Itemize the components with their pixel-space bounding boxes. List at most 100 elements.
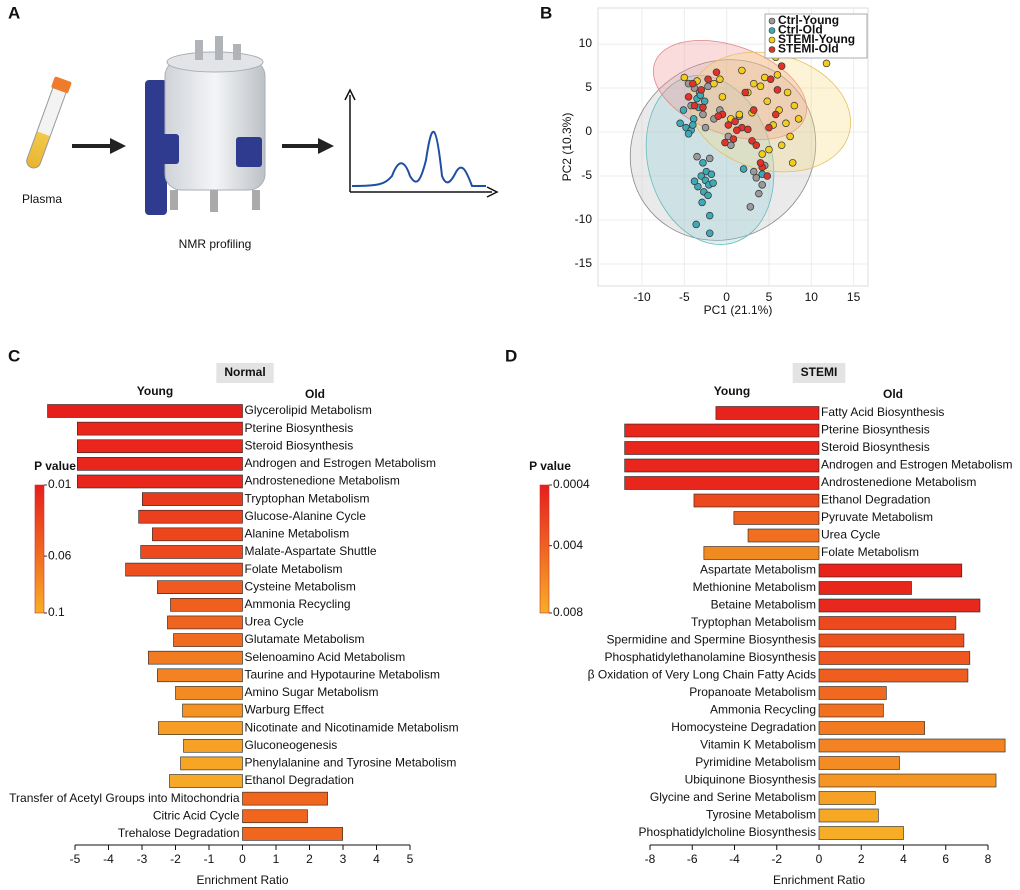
group-label: Young bbox=[137, 384, 173, 398]
bar-category-label: Pterine Biosynthesis bbox=[245, 421, 354, 435]
point bbox=[739, 165, 748, 173]
point bbox=[700, 97, 709, 106]
x-tick-label: 0 bbox=[816, 852, 823, 866]
bar-category-label: Androgen and Estrogen Metabolism bbox=[821, 458, 1012, 472]
bar-category-label: Amino Sugar Metabolism bbox=[245, 685, 379, 699]
arrow-head bbox=[110, 138, 126, 154]
bar-category-label: Folate Metabolism bbox=[821, 545, 919, 559]
point bbox=[701, 123, 710, 132]
bar bbox=[77, 439, 243, 454]
point bbox=[718, 93, 727, 101]
bar bbox=[183, 738, 243, 753]
point bbox=[738, 66, 746, 75]
panel-label: A bbox=[8, 3, 20, 22]
bar-category-label: Steroid Biosynthesis bbox=[245, 438, 354, 452]
legend-swatch bbox=[768, 46, 776, 53]
bar bbox=[818, 773, 997, 788]
point bbox=[721, 138, 729, 147]
bar bbox=[818, 563, 963, 578]
point bbox=[782, 119, 790, 127]
y-tick-label: -15 bbox=[575, 256, 593, 270]
bar bbox=[818, 738, 1006, 753]
bar bbox=[703, 546, 820, 560]
bar-category-label: Ammonia Recycling bbox=[245, 597, 351, 611]
point bbox=[692, 220, 700, 229]
point bbox=[680, 73, 689, 82]
x-tick-label: -10 bbox=[633, 290, 651, 304]
bar bbox=[818, 756, 900, 770]
bar bbox=[818, 703, 884, 718]
bar bbox=[818, 668, 969, 683]
colorbar-tick-label: 0.1 bbox=[48, 605, 65, 619]
method-label: NMR profiling bbox=[179, 237, 252, 251]
point bbox=[698, 198, 706, 207]
x-tick-label: -8 bbox=[645, 852, 656, 866]
point bbox=[773, 71, 782, 79]
bar-category-label: Aspartate Metabolism bbox=[700, 563, 816, 577]
bar bbox=[180, 756, 243, 771]
bar bbox=[138, 509, 243, 524]
point bbox=[699, 110, 707, 119]
colorbar-tick-label: 0.008 bbox=[553, 605, 583, 619]
x-tick-label: -3 bbox=[137, 852, 148, 866]
bar bbox=[175, 686, 243, 700]
x-tick-label: 8 bbox=[985, 852, 992, 866]
bar-category-label: Androgen and Estrogen Metabolism bbox=[245, 456, 436, 470]
point bbox=[684, 93, 693, 101]
x-tick-label: -5 bbox=[70, 852, 81, 866]
point bbox=[689, 121, 697, 129]
bar-category-label: Tyrosine Metabolism bbox=[706, 808, 816, 822]
bar-category-label: Spermidine and Spermine Biosynthesis bbox=[607, 633, 816, 647]
bar bbox=[170, 598, 243, 612]
bar bbox=[77, 457, 243, 471]
bar-category-label: Transfer of Acetyl Groups into Mitochond… bbox=[9, 791, 240, 805]
bar-category-label: Ethanol Degradation bbox=[245, 773, 354, 787]
point bbox=[699, 103, 707, 112]
point bbox=[733, 126, 741, 135]
colorbar bbox=[34, 484, 45, 614]
bar-category-label: Glutamate Metabolism bbox=[245, 632, 365, 646]
point bbox=[777, 141, 786, 149]
bar bbox=[818, 791, 876, 805]
bar-category-label: Malate-Aspartate Shuttle bbox=[245, 544, 377, 558]
x-tick-label: 5 bbox=[407, 852, 414, 866]
bar-category-label: Taurine and Hypotaurine Metabolism bbox=[245, 667, 440, 681]
point bbox=[749, 106, 758, 114]
point bbox=[758, 181, 766, 189]
bar bbox=[624, 458, 820, 473]
bar-category-label: Androstenedione Metabolism bbox=[821, 475, 976, 489]
point bbox=[763, 172, 772, 180]
point bbox=[766, 75, 775, 84]
point bbox=[729, 135, 738, 143]
bar bbox=[693, 493, 820, 508]
point bbox=[679, 106, 688, 114]
bar bbox=[77, 421, 243, 436]
bar bbox=[242, 809, 308, 824]
bar-category-label: Steroid Biosynthesis bbox=[821, 440, 930, 454]
colorbar-title: P value bbox=[529, 459, 571, 473]
bar-category-label: Gluconeogenesis bbox=[245, 738, 338, 752]
bar bbox=[747, 528, 820, 543]
x-tick-label: 6 bbox=[942, 852, 949, 866]
x-tick-label: 0 bbox=[723, 290, 730, 304]
point bbox=[712, 68, 721, 76]
x-tick-label: -2 bbox=[771, 852, 782, 866]
point bbox=[689, 115, 698, 123]
bar bbox=[125, 562, 243, 577]
bar bbox=[77, 474, 243, 489]
y-tick-label: -5 bbox=[581, 168, 592, 182]
point bbox=[716, 75, 724, 84]
colorbar-tick-label: 0.0004 bbox=[553, 477, 590, 491]
point bbox=[741, 88, 750, 97]
bar-category-label: Glycerolipid Metabolism bbox=[245, 403, 372, 417]
x-tick-label: 4 bbox=[900, 852, 907, 866]
legend-label: STEMI-Old bbox=[778, 42, 839, 56]
point bbox=[714, 112, 722, 120]
y-tick-label: 10 bbox=[579, 36, 593, 50]
point bbox=[704, 191, 712, 200]
bar-category-label: Folate Metabolism bbox=[245, 562, 343, 576]
bar-category-label: Glucose-Alanine Cycle bbox=[245, 509, 367, 523]
title-box bbox=[792, 363, 846, 383]
bar-category-label: Urea Cycle bbox=[245, 615, 305, 629]
